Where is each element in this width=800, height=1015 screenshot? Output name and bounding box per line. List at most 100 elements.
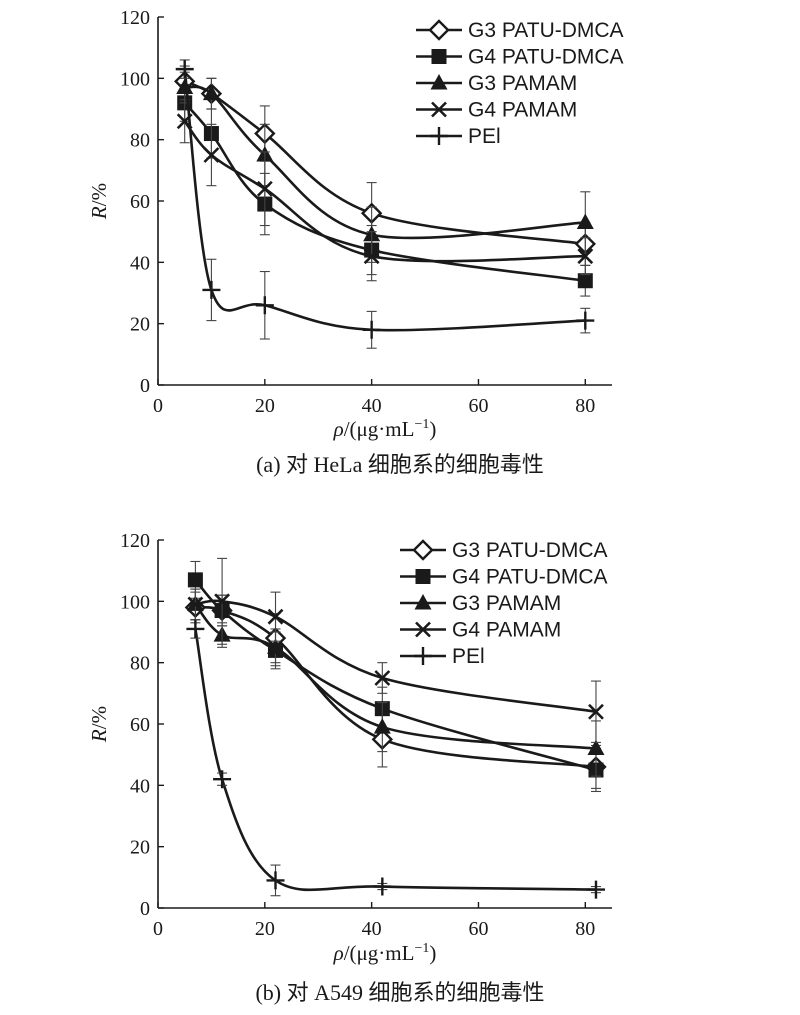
legend-marker <box>430 127 448 145</box>
data-point <box>576 311 595 330</box>
data-point <box>213 770 232 789</box>
legend-entry: G4 PATU-DMCA <box>400 566 608 589</box>
y-tick-label: 80 <box>130 653 150 675</box>
y-axis-title: R/% <box>87 183 111 220</box>
data-point <box>187 596 204 613</box>
series-line <box>183 120 586 263</box>
x-tick-label: 80 <box>575 395 595 417</box>
x-tick-label: 60 <box>468 395 488 417</box>
legend-label: G3 PATU-DMCA <box>452 539 608 562</box>
x-tick-label: 20 <box>255 395 275 417</box>
data-point <box>175 60 194 79</box>
series-line <box>195 599 597 714</box>
data-point <box>186 619 205 638</box>
legend-marker <box>431 49 447 64</box>
data-point <box>373 877 392 896</box>
x-axis-variable: ρ <box>333 417 344 441</box>
legend-entry: G3 PATU-DMCA <box>416 19 624 42</box>
data-point <box>176 78 194 95</box>
y-tick-label: 0 <box>140 375 150 397</box>
y-tick-label: 120 <box>120 7 150 29</box>
x-axis-unit: /(μg·mL <box>344 417 415 441</box>
data-point <box>373 718 391 734</box>
legend-marker <box>414 594 432 610</box>
data-point <box>187 572 203 588</box>
legend-label: G3 PATU-DMCA <box>468 19 624 42</box>
series-g4-pamam <box>187 557 604 743</box>
y-axis-title: R/% <box>87 706 111 743</box>
x-tick-label: 40 <box>362 918 382 940</box>
legend-label: PEl <box>468 125 501 148</box>
data-point <box>587 739 605 756</box>
legend-marker <box>415 569 431 584</box>
x-axis-title: ρ/(μg·mL−1) <box>333 417 437 441</box>
legend-entry: G3 PAMAM <box>416 72 577 95</box>
data-point <box>202 280 221 299</box>
x-tick-label: 0 <box>153 395 163 417</box>
legend-entry: G4 PATU-DMCA <box>416 46 624 69</box>
series-pel <box>186 619 605 899</box>
x-tick-label: 80 <box>575 918 595 940</box>
legend-entry: G3 PAMAM <box>400 592 561 615</box>
data-point <box>203 147 220 163</box>
legend-marker <box>430 74 448 90</box>
y-tick-label: 60 <box>130 191 150 213</box>
data-point <box>363 248 380 265</box>
data-point <box>266 871 285 890</box>
data-point <box>256 180 273 197</box>
x-axis-unit-superscript: −1 <box>414 417 429 432</box>
legend-label: PEl <box>452 645 485 668</box>
chart-panel-a: 0 20 40 60 80 100 120 0 20 40 60 80 R/% ρ/(μg·mL−1) G3… <box>87 7 624 477</box>
y-tick-label: 0 <box>140 898 150 920</box>
y-axis-variable: R <box>87 729 111 743</box>
data-point <box>374 670 391 686</box>
legend-label: G3 PAMAM <box>452 592 561 615</box>
y-tick-label: 40 <box>130 252 150 274</box>
data-point <box>577 273 593 289</box>
data-point <box>267 608 284 625</box>
x-axis-title: ρ/(μg·mL−1) <box>333 941 437 965</box>
x-axis-unit-close: ) <box>429 417 436 441</box>
x-axis-unit-close: ) <box>429 941 436 965</box>
legend-label: G4 PATU-DMCA <box>468 46 624 69</box>
y-tick-label: 80 <box>130 130 150 152</box>
y-tick-label: 100 <box>120 591 150 613</box>
y-tick-label: 40 <box>130 775 150 797</box>
legend-label: G4 PAMAM <box>468 99 577 122</box>
y-axis-unit: /% <box>87 706 111 729</box>
data-point <box>362 320 381 339</box>
legend-label: G4 PATU-DMCA <box>452 566 608 589</box>
data-point <box>214 593 231 610</box>
series-line <box>183 102 586 283</box>
legend-marker <box>415 621 431 638</box>
chart-panel-b: 0 20 40 60 80 100 120 0 20 40 60 80 R/% ρ/(μg·mL−1) G3… <box>87 530 612 1005</box>
x-tick-label: 20 <box>255 918 275 940</box>
y-tick-label: 120 <box>120 530 150 552</box>
legend-marker <box>428 19 450 41</box>
legend-entry: PEl <box>400 645 485 668</box>
legend-marker <box>431 101 447 118</box>
figure-caption: (b) 对 A549 细胞系的细胞毒性 <box>255 980 544 1005</box>
y-axis-unit: /% <box>87 183 111 206</box>
y-tick-label: 20 <box>130 314 150 336</box>
legend-entry: G4 PAMAM <box>400 619 561 642</box>
legend-label: G4 PAMAM <box>452 619 561 642</box>
series-pel <box>175 59 595 349</box>
x-tick-label: 40 <box>362 395 382 417</box>
legend-marker <box>414 647 432 665</box>
figure-caption: (a) 对 HeLa 细胞系的细胞毒性 <box>256 452 544 477</box>
legend-entry: G4 PAMAM <box>416 99 577 122</box>
y-tick-label: 60 <box>130 714 150 736</box>
data-point <box>255 296 274 315</box>
legend-entry: G3 PATU-DMCA <box>400 539 608 562</box>
x-tick-label: 0 <box>153 918 163 940</box>
legend-label: G3 PAMAM <box>468 72 577 95</box>
series-line <box>194 628 596 892</box>
legend-entry: PEl <box>416 125 501 148</box>
data-point <box>267 638 285 654</box>
x-tick-label: 60 <box>468 918 488 940</box>
y-tick-label: 20 <box>130 837 150 859</box>
data-point <box>577 248 594 265</box>
y-axis-variable: R <box>87 206 111 220</box>
